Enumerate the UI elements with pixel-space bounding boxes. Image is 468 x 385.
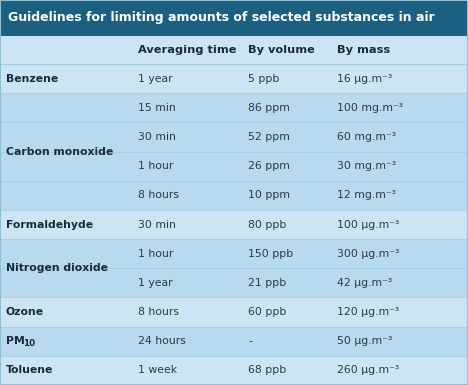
Text: 10: 10: [23, 339, 35, 348]
Text: 12 mg.m⁻³: 12 mg.m⁻³: [337, 190, 396, 200]
Text: 100 mg.m⁻³: 100 mg.m⁻³: [337, 103, 403, 113]
Text: 15 min: 15 min: [139, 103, 176, 113]
Text: 52 ppm: 52 ppm: [249, 132, 290, 142]
Bar: [0, 122, 468, 152]
Text: Carbon monoxide: Carbon monoxide: [6, 147, 113, 157]
Bar: [0, 64, 468, 93]
Text: 60 mg.m⁻³: 60 mg.m⁻³: [337, 132, 396, 142]
Text: 30 mg.m⁻³: 30 mg.m⁻³: [337, 161, 396, 171]
Text: Ozone: Ozone: [6, 307, 44, 317]
Text: Nitrogen dioxide: Nitrogen dioxide: [6, 263, 108, 273]
Text: Guidelines for limiting amounts of selected substances in air: Guidelines for limiting amounts of selec…: [8, 12, 435, 25]
Text: 21 ppb: 21 ppb: [249, 278, 286, 288]
Bar: [0, 152, 468, 181]
Bar: [0, 298, 468, 326]
Bar: [0, 36, 468, 64]
Text: Formaldehyde: Formaldehyde: [6, 219, 93, 229]
Bar: [0, 210, 468, 239]
Text: 26 ppm: 26 ppm: [249, 161, 290, 171]
Text: 16 μg.m⁻³: 16 μg.m⁻³: [337, 74, 392, 84]
Text: By volume: By volume: [249, 45, 315, 55]
Text: 60 ppb: 60 ppb: [249, 307, 287, 317]
Text: 24 hours: 24 hours: [139, 336, 186, 346]
Text: PM: PM: [6, 336, 25, 346]
Text: 5 ppb: 5 ppb: [249, 74, 280, 84]
Text: 260 μg.m⁻³: 260 μg.m⁻³: [337, 365, 399, 375]
Text: 150 ppb: 150 ppb: [249, 249, 293, 259]
Text: By mass: By mass: [337, 45, 390, 55]
Text: 68 ppb: 68 ppb: [249, 365, 286, 375]
Text: 300 μg.m⁻³: 300 μg.m⁻³: [337, 249, 400, 259]
Bar: [0, 326, 468, 356]
Text: 120 μg.m⁻³: 120 μg.m⁻³: [337, 307, 399, 317]
Text: 100 μg.m⁻³: 100 μg.m⁻³: [337, 219, 400, 229]
Text: 1 hour: 1 hour: [139, 249, 174, 259]
Text: 80 ppb: 80 ppb: [249, 219, 287, 229]
Text: 1 year: 1 year: [139, 74, 173, 84]
Text: 50 μg.m⁻³: 50 μg.m⁻³: [337, 336, 393, 346]
Text: Averaging time: Averaging time: [139, 45, 237, 55]
Text: 86 ppm: 86 ppm: [249, 103, 290, 113]
Text: Toluene: Toluene: [6, 365, 53, 375]
Bar: [0, 181, 468, 210]
Bar: [0, 268, 468, 298]
Text: 10 ppm: 10 ppm: [249, 190, 290, 200]
Bar: [0, 239, 468, 268]
Bar: [0, 356, 468, 385]
Text: 30 min: 30 min: [139, 219, 176, 229]
Text: 8 hours: 8 hours: [139, 190, 179, 200]
Text: 30 min: 30 min: [139, 132, 176, 142]
Text: Benzene: Benzene: [6, 74, 58, 84]
Text: 1 hour: 1 hour: [139, 161, 174, 171]
Bar: [0, 0, 468, 36]
Text: 42 μg.m⁻³: 42 μg.m⁻³: [337, 278, 392, 288]
Text: -: -: [249, 336, 252, 346]
Bar: [0, 93, 468, 122]
Text: 1 week: 1 week: [139, 365, 177, 375]
Text: 1 year: 1 year: [139, 278, 173, 288]
Text: 8 hours: 8 hours: [139, 307, 179, 317]
